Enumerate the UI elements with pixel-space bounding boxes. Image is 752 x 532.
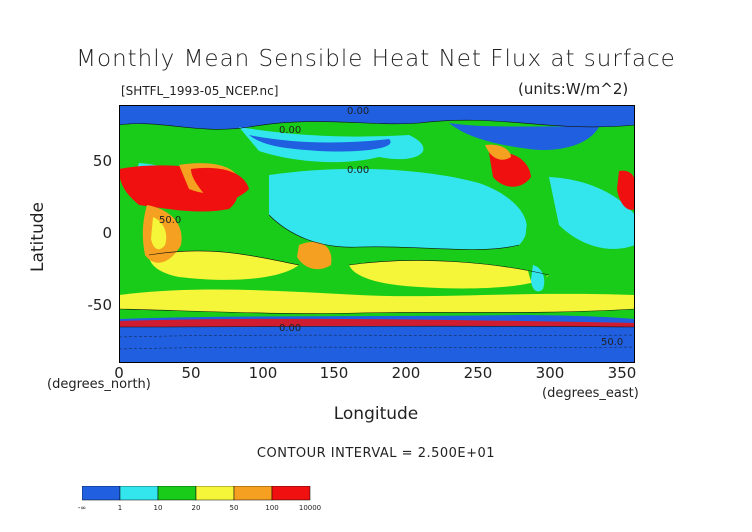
contour-label: 50.0 (159, 215, 181, 226)
south-pacific-region (349, 260, 549, 289)
legend-swatch (119, 486, 159, 501)
contour-label: 0.00 (279, 323, 301, 334)
north-america-region (485, 144, 511, 160)
file-label: [SHTFL_1993-05_NCEP.nc] (121, 84, 279, 98)
australia-region (297, 241, 332, 270)
legend-label: 1 (117, 504, 123, 512)
contour-label: 50.0 (601, 337, 623, 348)
map-frame (119, 105, 635, 363)
legend-label: -∞ (77, 504, 87, 512)
x-tick-50: 50 (181, 364, 201, 382)
contour-interval-label: CONTOUR INTERVAL = 2.500E+01 (256, 446, 496, 461)
x-tick-200: 200 (391, 364, 421, 382)
south-indian-region (149, 250, 299, 280)
units-label: (units:W/m^2) (518, 80, 629, 98)
legend-swatch (233, 486, 273, 501)
western-usa-region (489, 152, 531, 187)
x-axis-label: Longitude (333, 404, 419, 424)
canada-region (449, 123, 599, 151)
y-axis-label: Latitude (28, 202, 48, 272)
legend-label: 10000 (298, 504, 322, 512)
y-tick-50: 50 (92, 152, 112, 170)
legend-swatch (157, 486, 197, 501)
y-axis-unit: (degrees_north) (47, 377, 151, 392)
contour-label: 0.00 (347, 165, 369, 176)
x-tick-250: 250 (463, 364, 493, 382)
central-africa-region (151, 217, 167, 250)
x-tick-350: 350 (607, 364, 637, 382)
east-edge-region (617, 170, 635, 210)
contour-label: 0.00 (347, 106, 369, 117)
x-tick-150: 150 (319, 364, 349, 382)
legend-label: 20 (191, 504, 201, 512)
x-tick-300: 300 (535, 364, 565, 382)
tropical-pacific-region (269, 168, 527, 250)
tropical-atlantic-region (549, 177, 635, 249)
antarctic-region (119, 315, 635, 363)
contour-label: 0.00 (279, 125, 301, 136)
y-tick-minus50: -50 (87, 296, 113, 314)
map-title: Monthly Mean Sensible Heat Net Flux at s… (76, 46, 676, 72)
legend-swatch (271, 486, 311, 501)
legend-label: 100 (265, 504, 279, 512)
legend-swatch (82, 486, 121, 501)
southern-ocean-band (119, 289, 635, 314)
middle-east-region (191, 167, 249, 201)
color-legend (82, 486, 311, 501)
arctic-region (119, 105, 635, 130)
y-tick-0: 0 (102, 224, 112, 242)
legend-swatch (195, 486, 235, 501)
antarctic-coast-band (119, 318, 635, 327)
legend-label: 10 (153, 504, 163, 512)
x-tick-100: 100 (248, 364, 278, 382)
legend-label: 50 (229, 504, 239, 512)
x-tick-0: 0 (114, 364, 124, 382)
contour-lines (119, 119, 635, 328)
flux-map: 0.00 0.00 0.00 50.0 50.0 0.00 (119, 105, 635, 363)
siberia-region (249, 135, 391, 152)
dashed-contours (119, 334, 635, 350)
x-axis-unit: (degrees_east) (542, 386, 639, 401)
